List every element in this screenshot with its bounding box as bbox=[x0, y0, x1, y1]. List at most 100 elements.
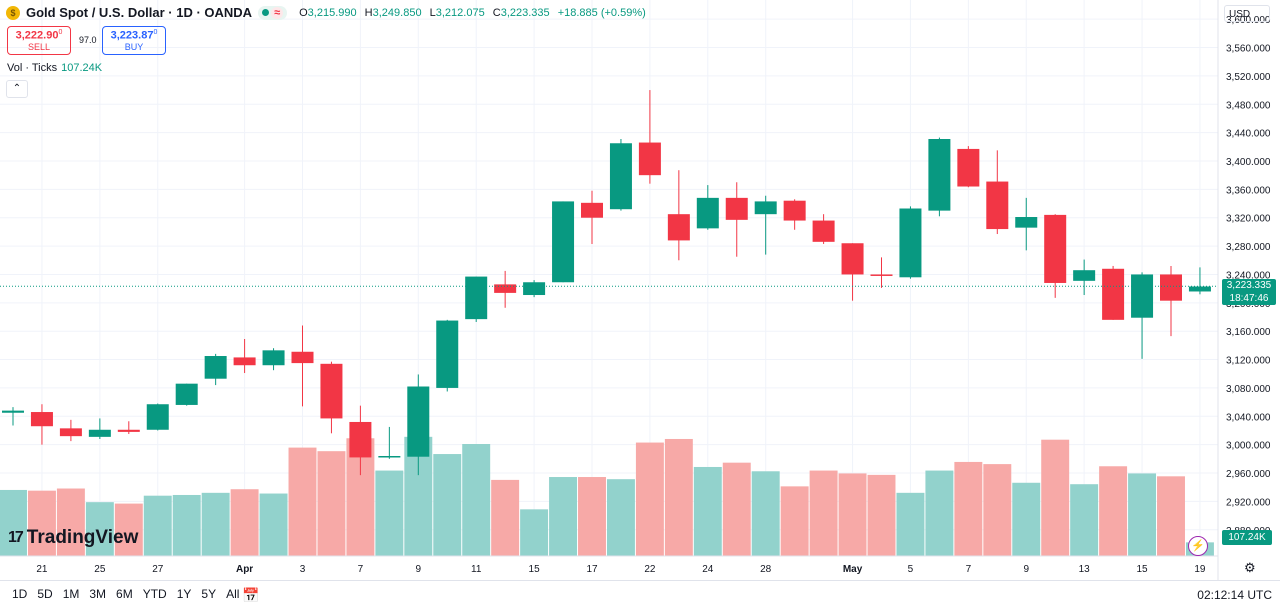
candle-body bbox=[175, 383, 198, 405]
y-tick-label: 3,080.000 bbox=[1226, 384, 1271, 395]
collapse-legend-button[interactable]: ⌃ bbox=[6, 80, 28, 98]
volume-bar bbox=[983, 464, 1012, 556]
x-tick-label: 11 bbox=[471, 564, 482, 575]
y-tick-label: 3,600.000 bbox=[1226, 15, 1271, 26]
tradingview-mark-icon: 17 bbox=[8, 529, 24, 546]
market-status[interactable]: ≈ bbox=[258, 5, 288, 20]
volume-bar bbox=[375, 470, 404, 556]
candle-body bbox=[1015, 217, 1038, 228]
volume-bar bbox=[1012, 482, 1041, 556]
volume-bar bbox=[1070, 484, 1099, 556]
y-tick-label: 3,120.000 bbox=[1226, 356, 1271, 367]
timeframe-6m[interactable]: 6M bbox=[116, 587, 133, 601]
candle-body bbox=[146, 404, 169, 430]
volume-bar bbox=[867, 474, 896, 556]
candle-body bbox=[436, 320, 459, 388]
sell-button[interactable]: 3,222.900 SELL bbox=[7, 26, 71, 55]
wave-icon: ≈ bbox=[271, 6, 284, 19]
candle-body bbox=[1102, 268, 1125, 320]
candle-body bbox=[349, 421, 372, 458]
sell-label: SELL bbox=[27, 41, 51, 52]
volume-legend[interactable]: Vol · Ticks 107.24K bbox=[7, 62, 102, 74]
x-tick-label: 5 bbox=[908, 564, 914, 575]
symbol-title[interactable]: Gold Spot / U.S. Dollar · 1D · OANDA bbox=[26, 5, 253, 20]
timeframe-1m[interactable]: 1M bbox=[62, 587, 80, 601]
x-tick-label: 24 bbox=[702, 564, 714, 575]
volume-bar bbox=[259, 493, 288, 556]
bar-countdown: 18:47:46 bbox=[1229, 293, 1269, 304]
settings-gear-icon[interactable]: ⚙ bbox=[1244, 560, 1256, 575]
volume-bar bbox=[85, 502, 114, 556]
timeframe-buttons: 1D 5D 1M 3M 6M YTD 1Y 5Y All bbox=[12, 581, 239, 608]
timeframe-1d[interactable]: 1D bbox=[12, 587, 28, 601]
x-tick-label: 25 bbox=[94, 564, 106, 575]
timeframe-ytd[interactable]: YTD bbox=[142, 587, 167, 601]
candle-body bbox=[696, 197, 719, 229]
candle-body bbox=[320, 363, 343, 419]
buy-price-sup: 0 bbox=[153, 29, 158, 36]
candle-body bbox=[609, 143, 632, 210]
currency-selector[interactable]: USD bbox=[1224, 5, 1270, 22]
volume-bar bbox=[288, 447, 317, 556]
x-tick-label: 9 bbox=[416, 564, 422, 575]
buy-price: 3,223.87 bbox=[110, 29, 154, 42]
y-tick-label: 3,240.000 bbox=[1226, 270, 1271, 281]
sell-price-sup: 0 bbox=[58, 29, 63, 36]
volume-bar bbox=[114, 503, 143, 556]
volume-bar bbox=[0, 489, 27, 556]
candle-body bbox=[581, 202, 603, 218]
volume-bar bbox=[520, 509, 549, 556]
candle-body bbox=[523, 282, 546, 296]
close-label: C bbox=[492, 6, 501, 19]
clock-utc[interactable]: 02:12:14 UTC bbox=[1197, 588, 1272, 602]
volume-bar bbox=[896, 492, 925, 556]
timeframe-5d[interactable]: 5D bbox=[37, 587, 53, 601]
tradingview-logo[interactable]: 17 TradingView bbox=[8, 527, 138, 549]
x-tick-label: 7 bbox=[966, 564, 972, 575]
candle-body bbox=[204, 356, 227, 379]
buy-button[interactable]: 3,223.870 BUY bbox=[102, 26, 166, 55]
y-tick-label: 3,280.000 bbox=[1226, 242, 1271, 253]
x-tick-label: 19 bbox=[1194, 564, 1206, 575]
lightning-icon[interactable]: ⚡ bbox=[1188, 536, 1208, 556]
candle-body bbox=[754, 201, 777, 215]
y-tick-label: 3,520.000 bbox=[1226, 72, 1271, 83]
x-tick-label: 17 bbox=[586, 564, 598, 575]
last-price-label: 3,223.335 18:47:46 bbox=[1222, 279, 1276, 305]
candle-body bbox=[667, 214, 690, 241]
candle-body bbox=[899, 208, 922, 278]
timeframe-5y[interactable]: 5Y bbox=[201, 587, 217, 601]
change-value: +18.885 (+0.59%) bbox=[557, 6, 646, 19]
candle-body bbox=[638, 142, 661, 176]
timeframe-all[interactable]: All bbox=[226, 587, 240, 601]
timeframe-3m[interactable]: 3M bbox=[89, 587, 107, 601]
timeframe-1y[interactable]: 1Y bbox=[176, 587, 192, 601]
buy-label: BUY bbox=[124, 41, 144, 52]
volume-bar bbox=[635, 442, 664, 556]
candle-body bbox=[552, 201, 575, 283]
volume-bar bbox=[606, 479, 635, 556]
candle-body bbox=[1160, 274, 1182, 301]
open-value: 3,215.990 bbox=[307, 6, 357, 19]
calendar-icon[interactable]: 📅 bbox=[242, 587, 260, 603]
y-tick-label: 3,360.000 bbox=[1226, 185, 1271, 196]
volume-value: 107.24K bbox=[61, 62, 103, 74]
y-tick-label: 3,400.000 bbox=[1226, 157, 1271, 168]
volume-bar bbox=[317, 451, 346, 556]
high-value: 3,249.850 bbox=[372, 6, 422, 19]
x-tick-label: Apr bbox=[236, 564, 253, 575]
candle-body bbox=[117, 429, 140, 432]
volume-bar bbox=[838, 473, 867, 556]
x-tick-label: 28 bbox=[760, 564, 772, 575]
volume-bar bbox=[578, 477, 606, 556]
y-tick-label: 2,960.000 bbox=[1226, 469, 1271, 480]
candle-body bbox=[59, 428, 82, 437]
volume-bar bbox=[172, 494, 201, 556]
volume-bar bbox=[1128, 473, 1157, 556]
chart-legend: $ Gold Spot / U.S. Dollar · 1D · OANDA ≈… bbox=[6, 5, 651, 20]
market-open-dot-icon bbox=[262, 9, 270, 16]
x-tick-label: 27 bbox=[152, 564, 164, 575]
candle-body bbox=[465, 276, 488, 320]
y-tick-label: 3,040.000 bbox=[1226, 412, 1271, 423]
